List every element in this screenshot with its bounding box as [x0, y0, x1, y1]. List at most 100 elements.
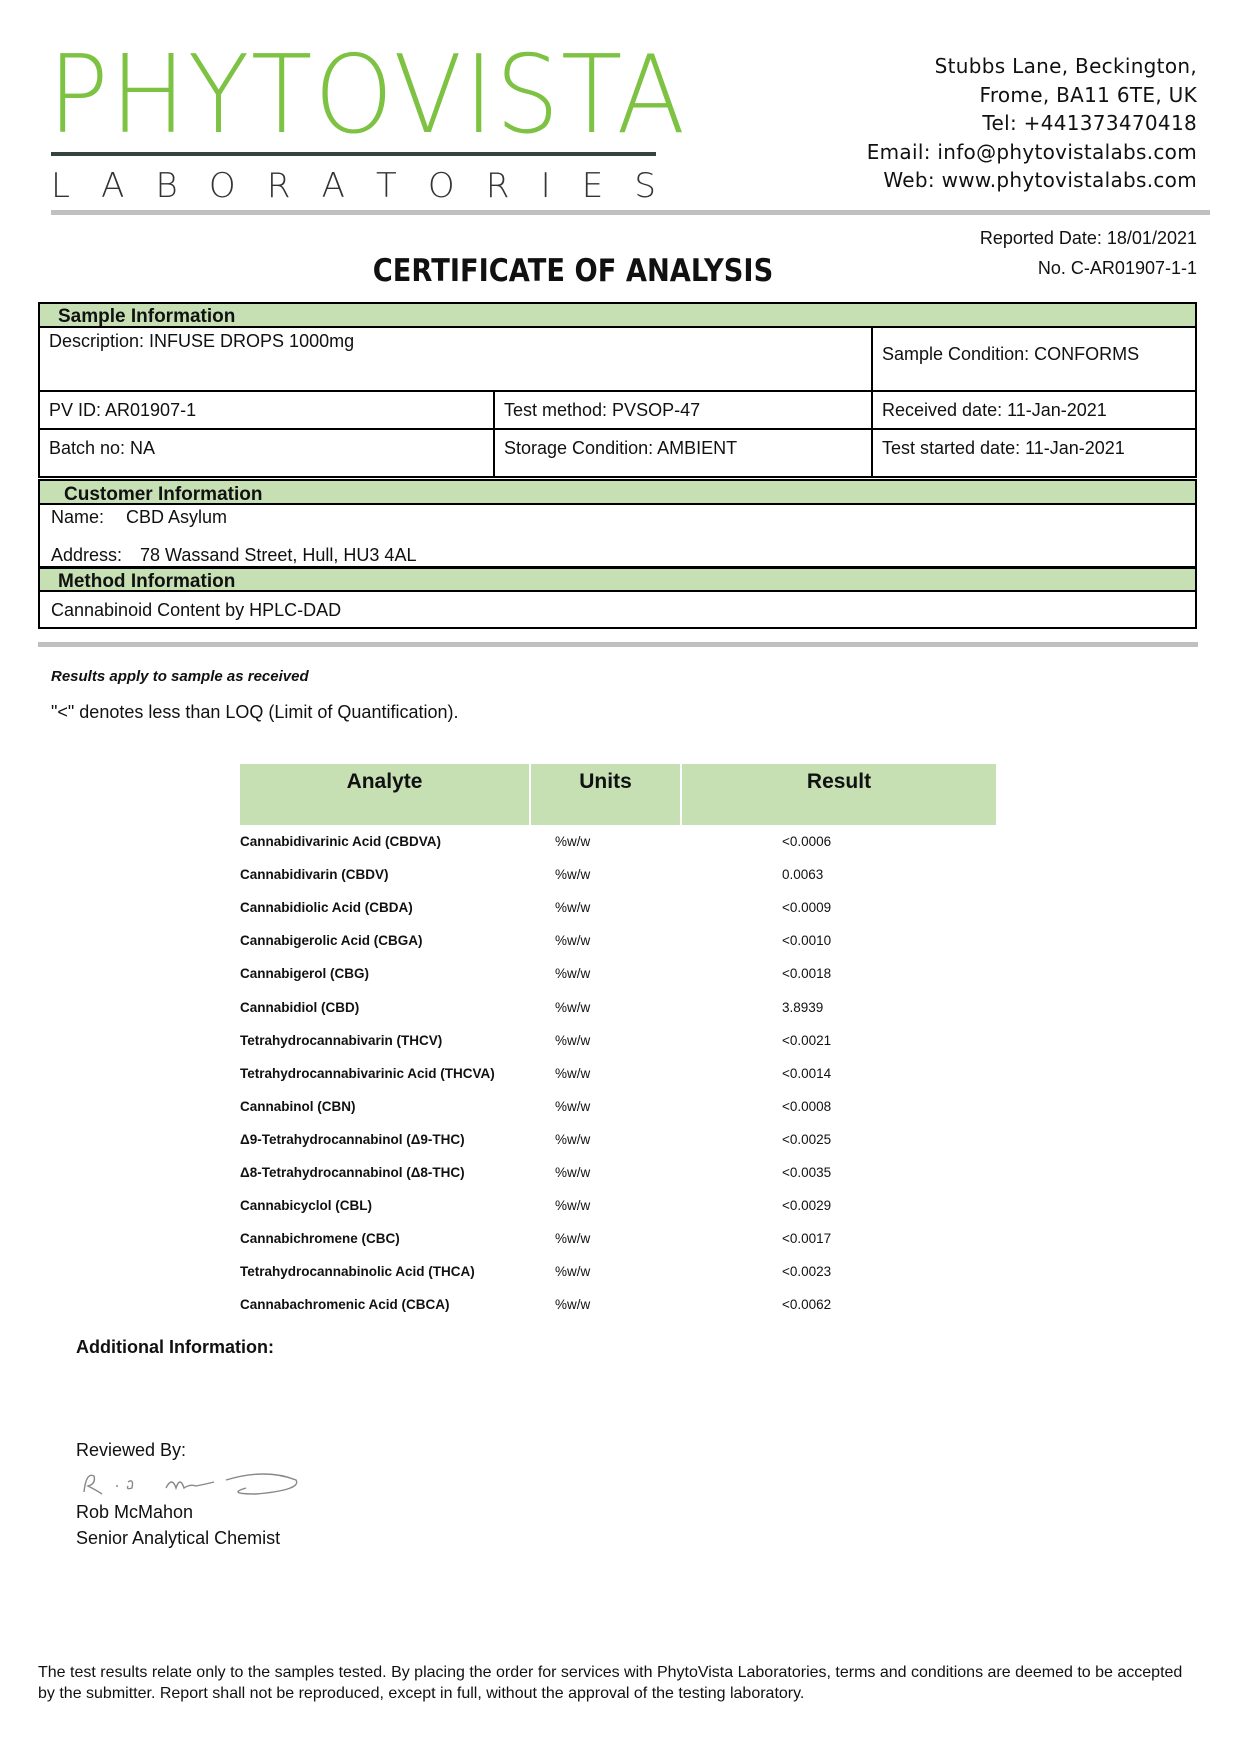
reported-date: Reported Date: 18/01/2021: [979, 228, 1197, 248]
analyte-cell: Cannabidiol (CBD): [240, 999, 360, 1015]
table-row: Cannabachromenic Acid (CBCA) %w/w <0.0062: [240, 1288, 996, 1321]
received-date: Received date: 11-Jan-2021: [871, 390, 1197, 430]
analyte-cell: Tetrahydrocannabinolic Acid (THCA): [240, 1264, 475, 1280]
units-cell: %w/w: [555, 867, 591, 883]
analyte-cell: Cannabachromenic Acid (CBCA): [240, 1297, 450, 1313]
logo: PHYTOVISTA: [48, 33, 688, 158]
units-cell: %w/w: [555, 1231, 591, 1247]
analyte-cell: Cannabicyclol (CBL): [240, 1198, 373, 1214]
phone: Tel: +441373470418: [982, 111, 1197, 135]
result-cell: <0.0025: [782, 1131, 832, 1147]
description: Description: INFUSE DROPS 1000mg: [38, 326, 873, 392]
page-title: CERTIFICATE OF ANALYSIS: [372, 253, 774, 289]
result-cell: <0.0023: [782, 1264, 832, 1280]
divider: [38, 642, 1198, 647]
method-info-heading: Method Information: [38, 567, 1197, 592]
table-row: Cannabidivarin (CBDV) %w/w 0.0063: [240, 858, 996, 891]
units-cell: %w/w: [555, 834, 591, 850]
table-row: Cannabidiolic Acid (CBDA) %w/w <0.0009: [240, 891, 996, 924]
logo-letter: T: [375, 166, 397, 206]
result-cell: <0.0062: [782, 1297, 832, 1313]
test-method: Test method: PVSOP-47: [493, 390, 873, 430]
logo-letter: I: [540, 166, 551, 206]
units-cell: %w/w: [555, 1131, 591, 1147]
sample-info-heading: Sample Information: [38, 302, 1197, 328]
analyte-cell: Δ9-Tetrahydrocannabinol (Δ9-THC): [240, 1131, 465, 1147]
reviewer-name: Rob McMahon: [76, 1502, 194, 1522]
customer-address: 78 Wassand Street, Hull, HU3 4AL: [140, 545, 417, 565]
analyte-cell: Cannabidivarinic Acid (CBDVA): [240, 834, 442, 850]
units-cell: %w/w: [555, 900, 591, 916]
customer-name-label: Name:: [51, 507, 105, 527]
result-cell: <0.0010: [782, 933, 832, 949]
table-row: Cannabichromene (CBC) %w/w <0.0017: [240, 1222, 996, 1255]
results-note: Results apply to sample as received: [51, 668, 309, 685]
logo-letter: R: [266, 166, 291, 206]
result-cell: <0.0029: [782, 1198, 832, 1214]
method-text: Cannabinoid Content by HPLC-DAD: [38, 590, 1197, 629]
customer-address-label: Address:: [51, 545, 123, 565]
result-cell: <0.0014: [782, 1065, 832, 1081]
certificate-number: No. C-AR01907-1-1: [1037, 258, 1197, 278]
units-cell: %w/w: [555, 1164, 591, 1180]
result-cell: <0.0008: [782, 1098, 832, 1114]
address-line: Frome, BA11 6TE, UK: [979, 82, 1197, 107]
logo-letter: O: [208, 166, 236, 206]
table-row: Cannabigerolic Acid (CBGA) %w/w <0.0010: [240, 924, 996, 957]
column-header-result: Result: [681, 764, 996, 825]
analyte-cell: Cannabidiolic Acid (CBDA): [240, 900, 413, 916]
table-row: Δ8-Tetrahydrocannabinol (Δ8-THC) %w/w <0.0…: [240, 1156, 996, 1189]
column-header-units: Units: [530, 764, 682, 825]
address-line: Stubbs Lane, Beckington,: [934, 54, 1197, 78]
logo-letter: E: [581, 166, 604, 206]
units-cell: %w/w: [555, 966, 591, 982]
units-cell: %w/w: [555, 1198, 591, 1214]
units-cell: %w/w: [555, 1098, 591, 1114]
additional-info-label: Additional Information:: [76, 1337, 274, 1357]
table-row: Tetrahydrocannabinolic Acid (THCA) %w/w <0…: [240, 1255, 996, 1288]
test-started-date: Test started date: 11-Jan-2021: [871, 428, 1197, 478]
table-row: Tetrahydrocannabivarinic Acid (THCVA) %w/…: [240, 1057, 996, 1090]
result-cell: <0.0009: [782, 900, 832, 916]
website: Web: www.phytovistalabs.com: [883, 168, 1197, 192]
analyte-cell: Cannabidivarin (CBDV): [240, 867, 389, 883]
logo-letter: R: [485, 166, 510, 206]
footer-disclaimer: The test results relate only to the samp…: [38, 1664, 1183, 1702]
result-cell: <0.0018: [782, 966, 832, 982]
table-row: Cannabinol (CBN) %w/w <0.0008: [240, 1090, 996, 1123]
result-cell: 3.8939: [782, 999, 824, 1015]
loq-note: "<" denotes less than LOQ (Limit of Quan…: [51, 702, 459, 722]
table-row: Cannabicyclol (CBL) %w/w <0.0029: [240, 1189, 996, 1222]
email: Email: info@phytovistalabs.com: [866, 139, 1197, 164]
result-cell: <0.0017: [782, 1231, 832, 1247]
result-cell: <0.0035: [782, 1164, 832, 1180]
divider: [51, 210, 1210, 215]
analyte-cell: Cannabinol (CBN): [240, 1098, 356, 1114]
lab-address: Stubbs Lane, Beckington, Frome, BA11 6TE…: [867, 52, 1197, 195]
result-cell: <0.0006: [782, 834, 832, 850]
table-row: Cannabigerol (CBG) %w/w <0.0018: [240, 957, 996, 990]
logo-letter: O: [427, 166, 455, 206]
analyte-cell: Cannabigerolic Acid (CBGA): [240, 933, 423, 949]
units-cell: %w/w: [555, 999, 591, 1015]
table-row: Cannabidiol (CBD) %w/w 3.8939: [240, 990, 996, 1023]
logo-divider: [51, 152, 656, 156]
analyte-cell: Cannabichromene (CBC): [240, 1231, 400, 1247]
logo-letter: A: [101, 166, 125, 206]
customer-name: CBD Asylum: [126, 507, 228, 527]
logo-letter: B: [155, 166, 178, 206]
pv-id: PV ID: AR01907-1: [38, 390, 495, 430]
units-cell: %w/w: [555, 1065, 591, 1081]
column-header-analyte: Analyte: [240, 764, 531, 825]
logo-letter: A: [321, 166, 345, 206]
analyte-cell: Cannabigerol (CBG): [240, 966, 370, 982]
units-cell: %w/w: [555, 1264, 591, 1280]
table-row: Cannabidivarinic Acid (CBDVA) %w/w <0.0006: [240, 825, 996, 858]
logo-letter: L: [51, 166, 70, 206]
table-row: Δ9-Tetrahydrocannabinol (Δ9-THC) %w/w <0.0…: [240, 1123, 996, 1156]
signature: [83, 1473, 298, 1495]
result-cell: 0.0063: [782, 867, 824, 883]
table-row: Tetrahydrocannabivarin (THCV) %w/w <0.0021: [240, 1024, 996, 1057]
analyte-cell: Tetrahydrocannabivarinic Acid (THCVA): [240, 1065, 495, 1081]
